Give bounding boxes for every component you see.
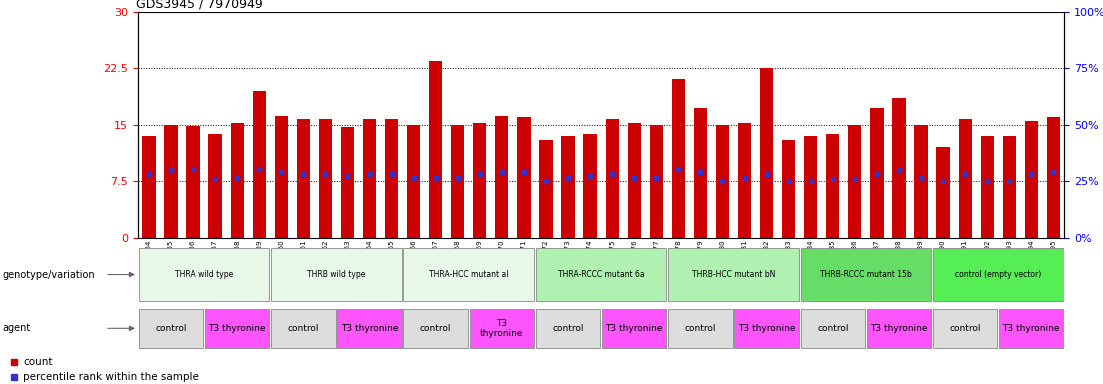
Bar: [738, 123, 751, 238]
Bar: [870, 108, 884, 238]
Bar: [473, 123, 486, 238]
Bar: [539, 140, 553, 238]
FancyBboxPatch shape: [338, 309, 401, 348]
Bar: [208, 134, 222, 238]
Text: control: control: [156, 324, 186, 333]
Text: percentile rank within the sample: percentile rank within the sample: [23, 372, 200, 382]
FancyBboxPatch shape: [536, 248, 666, 301]
Text: T3 thyronine: T3 thyronine: [606, 324, 663, 333]
Bar: [606, 119, 619, 238]
Bar: [848, 125, 861, 238]
Text: control: control: [950, 324, 981, 333]
FancyBboxPatch shape: [801, 248, 931, 301]
FancyBboxPatch shape: [536, 309, 600, 348]
FancyBboxPatch shape: [139, 309, 203, 348]
Text: control: control: [553, 324, 583, 333]
Bar: [297, 119, 310, 238]
FancyBboxPatch shape: [933, 309, 997, 348]
Bar: [628, 123, 641, 238]
Bar: [319, 119, 332, 238]
Bar: [583, 134, 597, 238]
Bar: [782, 140, 795, 238]
Bar: [407, 125, 420, 238]
Bar: [164, 125, 178, 238]
FancyBboxPatch shape: [999, 309, 1063, 348]
FancyBboxPatch shape: [404, 309, 468, 348]
Bar: [495, 116, 508, 238]
Text: GDS3945 / 7970949: GDS3945 / 7970949: [136, 0, 263, 10]
Bar: [716, 125, 729, 238]
Text: THRB-HCC mutant bN: THRB-HCC mutant bN: [692, 270, 775, 279]
Bar: [1003, 136, 1016, 238]
FancyBboxPatch shape: [801, 309, 865, 348]
Text: control: control: [817, 324, 848, 333]
Bar: [561, 136, 575, 238]
Bar: [253, 91, 266, 238]
Bar: [914, 125, 928, 238]
FancyBboxPatch shape: [271, 309, 335, 348]
Text: agent: agent: [2, 323, 31, 333]
Text: control: control: [685, 324, 716, 333]
Text: THRB-RCCC mutant 15b: THRB-RCCC mutant 15b: [820, 270, 912, 279]
Text: T3 thyronine: T3 thyronine: [341, 324, 398, 333]
Bar: [804, 136, 817, 238]
Bar: [142, 136, 156, 238]
Bar: [341, 127, 354, 238]
Bar: [1047, 117, 1060, 238]
Bar: [275, 116, 288, 238]
Text: T3 thyronine: T3 thyronine: [1003, 324, 1060, 333]
Bar: [517, 117, 531, 238]
FancyBboxPatch shape: [602, 309, 666, 348]
Bar: [826, 134, 839, 238]
FancyBboxPatch shape: [933, 248, 1063, 301]
FancyBboxPatch shape: [404, 248, 534, 301]
Text: control (empty vector): control (empty vector): [955, 270, 1041, 279]
FancyBboxPatch shape: [205, 309, 269, 348]
Text: THRA-HCC mutant al: THRA-HCC mutant al: [429, 270, 508, 279]
Text: control: control: [420, 324, 451, 333]
FancyBboxPatch shape: [139, 248, 269, 301]
Bar: [936, 147, 950, 238]
Bar: [892, 98, 906, 238]
FancyBboxPatch shape: [668, 248, 799, 301]
Bar: [186, 126, 200, 238]
Bar: [672, 79, 685, 238]
Bar: [429, 61, 442, 238]
Text: THRA wild type: THRA wild type: [175, 270, 233, 279]
Text: genotype/variation: genotype/variation: [2, 270, 95, 280]
Text: THRB wild type: THRB wild type: [308, 270, 365, 279]
Text: control: control: [288, 324, 319, 333]
Text: T3
thyronine: T3 thyronine: [480, 319, 524, 338]
Bar: [385, 119, 398, 238]
FancyBboxPatch shape: [867, 309, 931, 348]
Bar: [694, 108, 707, 238]
Text: T3 thyronine: T3 thyronine: [870, 324, 928, 333]
Bar: [650, 125, 663, 238]
FancyBboxPatch shape: [735, 309, 799, 348]
Bar: [231, 123, 244, 238]
Bar: [981, 136, 994, 238]
FancyBboxPatch shape: [470, 309, 534, 348]
FancyBboxPatch shape: [271, 248, 401, 301]
Text: count: count: [23, 356, 53, 367]
Text: THRA-RCCC mutant 6a: THRA-RCCC mutant 6a: [558, 270, 644, 279]
Text: T3 thyronine: T3 thyronine: [208, 324, 266, 333]
Bar: [959, 119, 972, 238]
Bar: [363, 119, 376, 238]
Bar: [451, 125, 464, 238]
FancyBboxPatch shape: [668, 309, 732, 348]
Text: T3 thyronine: T3 thyronine: [738, 324, 795, 333]
Bar: [760, 68, 773, 238]
Bar: [1025, 121, 1038, 238]
